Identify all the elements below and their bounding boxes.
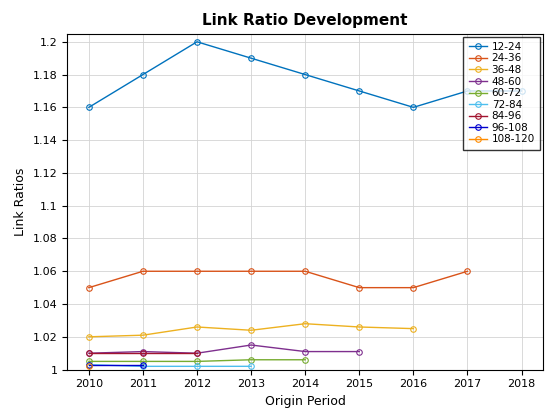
- 84-96: [194, 351, 200, 356]
- 48-60: [302, 349, 309, 354]
- 48-60: [86, 351, 92, 356]
- Line: 24-36: 24-36: [86, 268, 470, 290]
- 36-48: [410, 326, 417, 331]
- 60-72: [194, 359, 200, 364]
- 48-60: [139, 349, 146, 354]
- 24-36: [139, 269, 146, 274]
- 24-36: [356, 285, 363, 290]
- Legend: 12-24, 24-36, 36-48, 48-60, 60-72, 72-84, 84-96, 96-108, 108-120: 12-24, 24-36, 36-48, 48-60, 60-72, 72-84…: [464, 37, 540, 150]
- 96-108: [139, 362, 146, 367]
- Line: 84-96: 84-96: [86, 350, 200, 356]
- 72-84: [248, 364, 254, 369]
- 12-24: [86, 105, 92, 110]
- 72-84: [86, 362, 92, 367]
- 24-36: [464, 269, 471, 274]
- 36-48: [356, 325, 363, 330]
- 24-36: [248, 269, 254, 274]
- 84-96: [86, 351, 92, 356]
- 72-84: [139, 364, 146, 369]
- 12-24: [139, 72, 146, 77]
- 12-24: [302, 72, 309, 77]
- 96-108: [86, 362, 92, 367]
- 12-24: [356, 89, 363, 94]
- 24-36: [194, 269, 200, 274]
- 72-84: [194, 364, 200, 369]
- 60-72: [248, 357, 254, 362]
- Y-axis label: Link Ratios: Link Ratios: [14, 168, 27, 236]
- 12-24: [410, 105, 417, 110]
- 12-24: [518, 89, 525, 94]
- 60-72: [302, 357, 309, 362]
- 60-72: [86, 359, 92, 364]
- 36-48: [86, 334, 92, 339]
- 24-36: [86, 285, 92, 290]
- 36-48: [302, 321, 309, 326]
- 24-36: [302, 269, 309, 274]
- 48-60: [248, 342, 254, 347]
- Line: 72-84: 72-84: [86, 362, 254, 369]
- Title: Link Ratio Development: Link Ratio Development: [203, 13, 408, 28]
- 36-48: [139, 333, 146, 338]
- 36-48: [248, 328, 254, 333]
- 84-96: [139, 351, 146, 356]
- Line: 48-60: 48-60: [86, 342, 362, 356]
- 12-24: [194, 39, 200, 45]
- 36-48: [194, 325, 200, 330]
- Line: 12-24: 12-24: [86, 39, 524, 110]
- 12-24: [464, 89, 471, 94]
- 24-36: [410, 285, 417, 290]
- 48-60: [356, 349, 363, 354]
- Line: 96-108: 96-108: [86, 362, 146, 368]
- 60-72: [139, 359, 146, 364]
- Line: 60-72: 60-72: [86, 357, 308, 364]
- 48-60: [194, 351, 200, 356]
- 12-24: [248, 56, 254, 61]
- Line: 36-48: 36-48: [86, 321, 416, 340]
- X-axis label: Origin Period: Origin Period: [265, 395, 346, 408]
